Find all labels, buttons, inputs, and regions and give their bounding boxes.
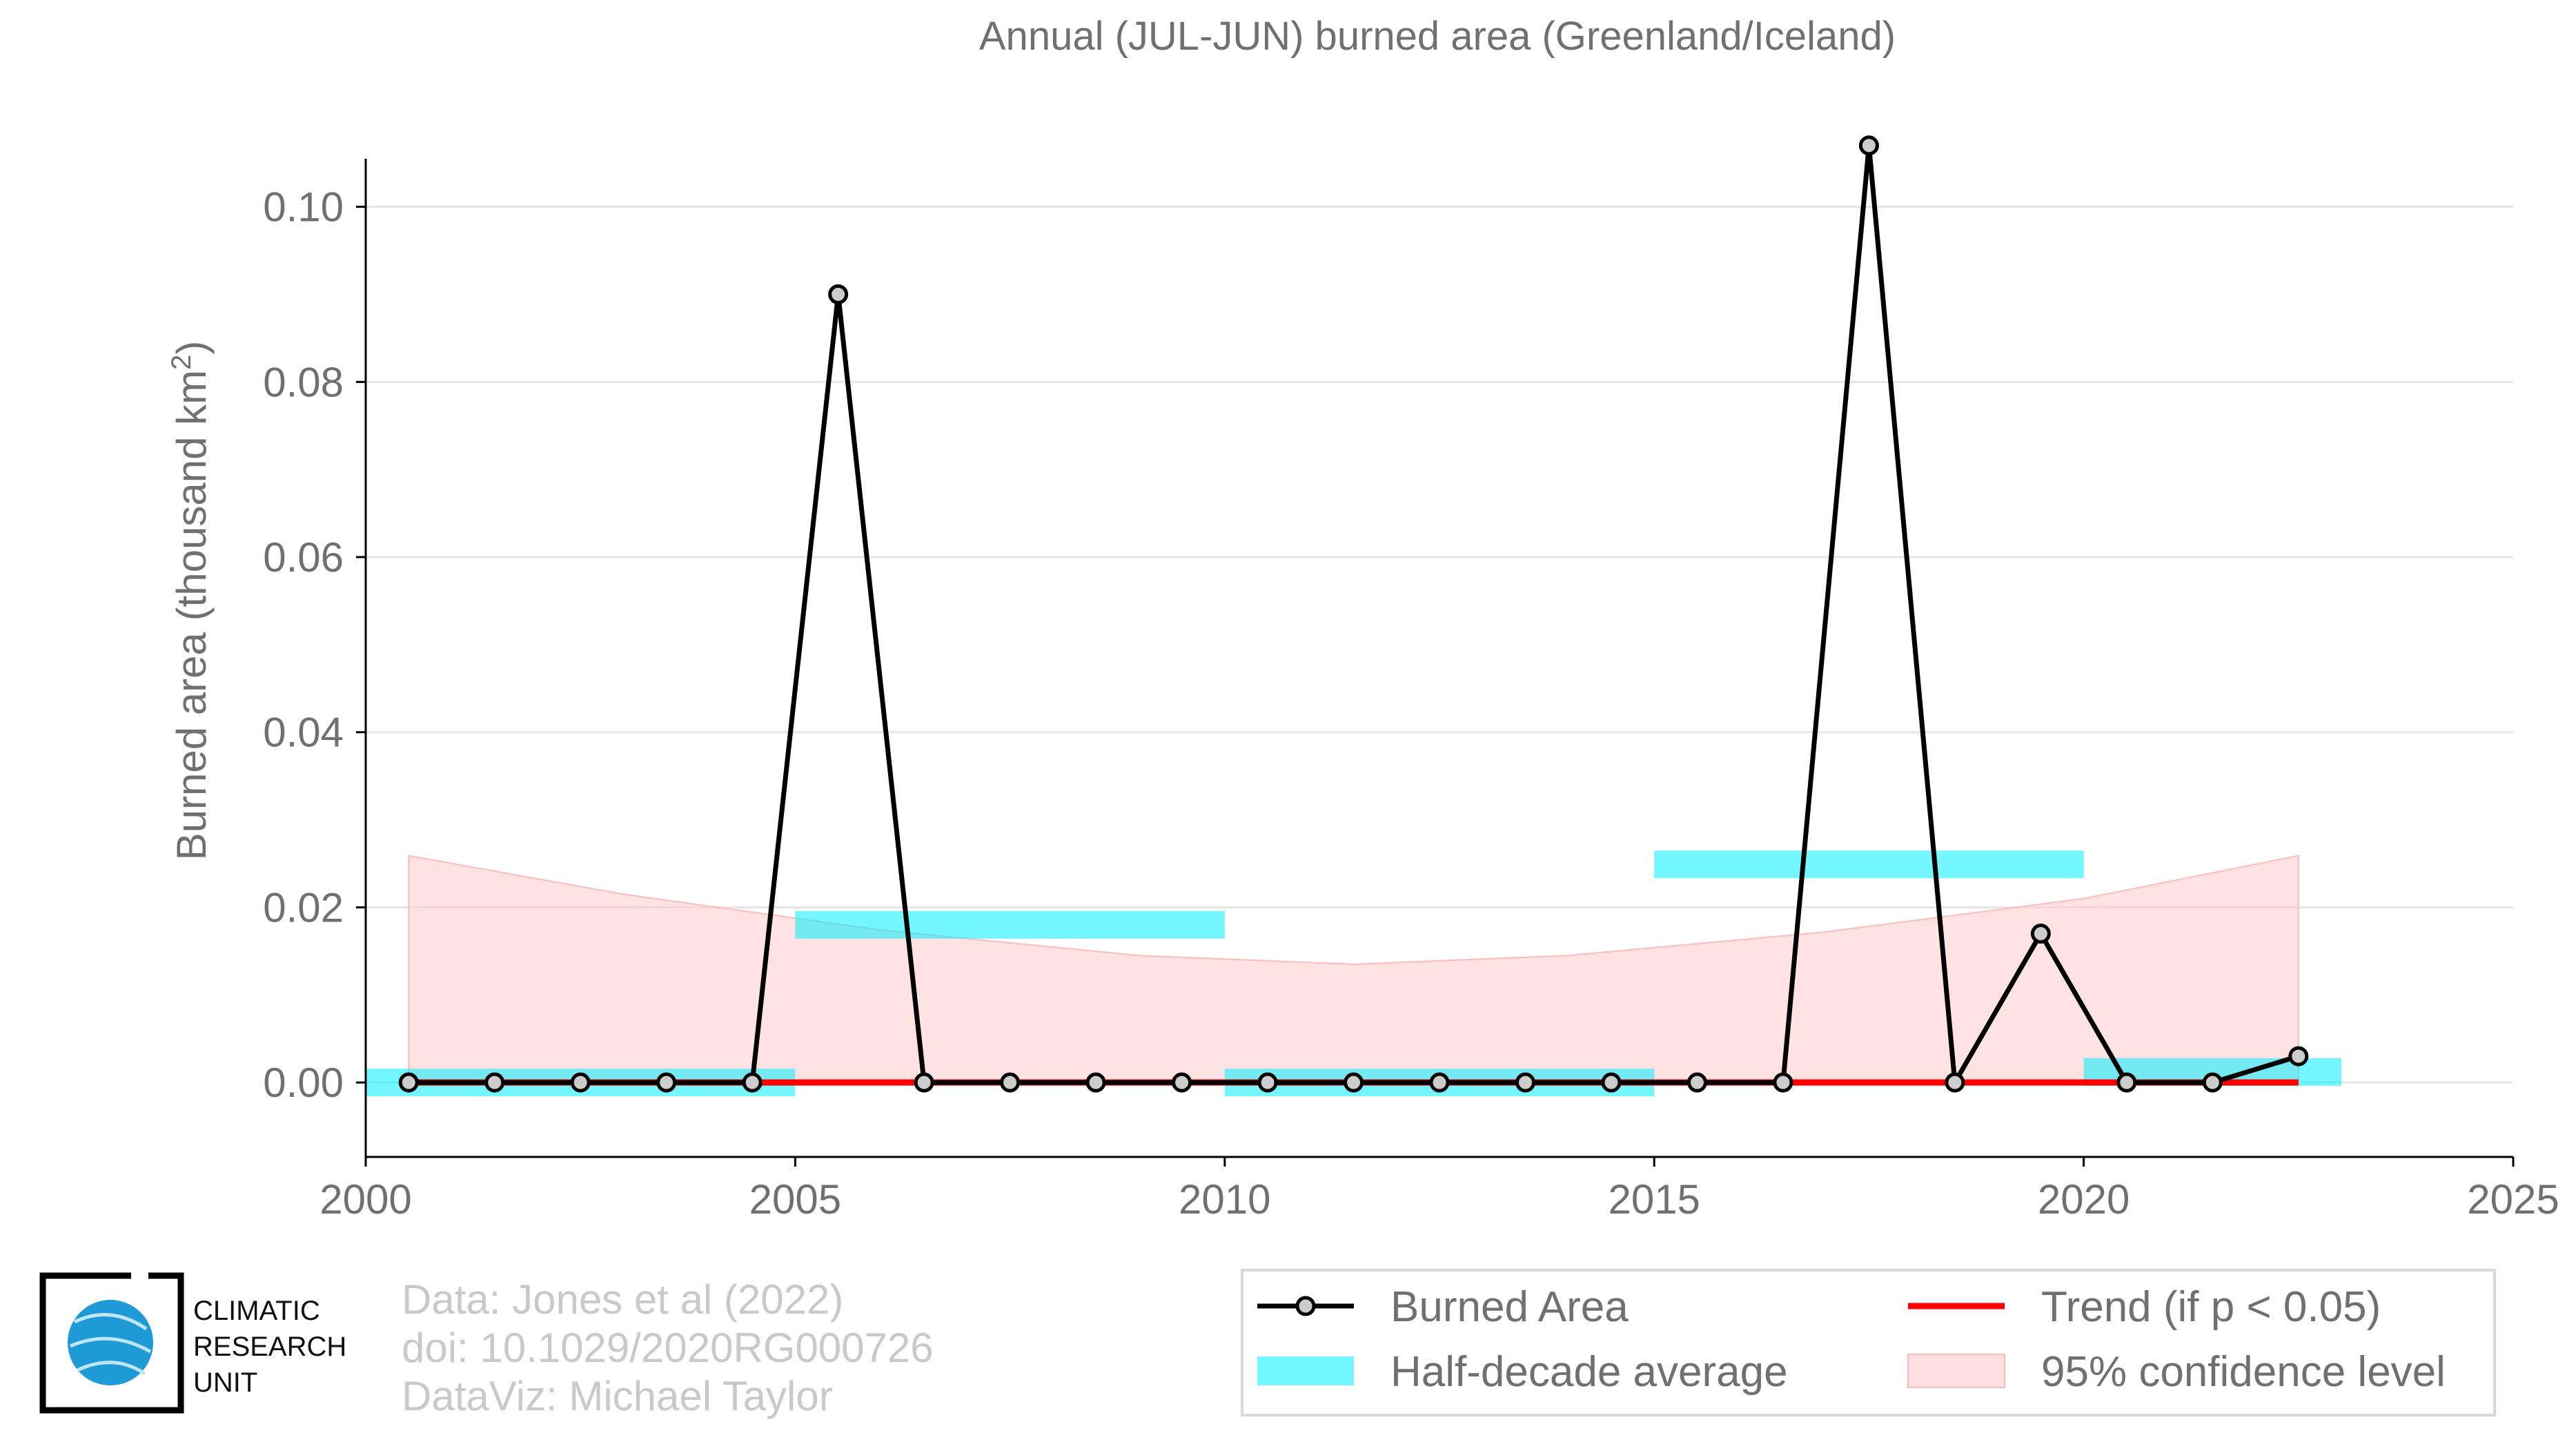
y-axis-label: Burned area (thousand km2) (166, 341, 215, 861)
x-tick-label-0: 2000 (319, 1176, 411, 1223)
burned-area-point-5 (828, 284, 849, 304)
x-tick-label-4: 2020 (2038, 1176, 2130, 1223)
burned-area-point-8 (1085, 1072, 1106, 1093)
confidence-band (408, 855, 2299, 1084)
burned-area-point-1 (484, 1072, 505, 1093)
burned-area-point-16 (1773, 1072, 1793, 1093)
burned-area-point-7 (1000, 1072, 1021, 1093)
burned-area-layer (398, 135, 2309, 1093)
x-tick-label-1: 2005 (749, 1176, 841, 1223)
y-tick-label-5: 0.10 (263, 184, 344, 231)
y-axis-label-close: ) (168, 341, 215, 355)
burned-area-point-2 (570, 1072, 591, 1093)
legend-label-burned-area: Burned Area (1390, 1283, 1629, 1331)
credits: Data: Jones et al (2022) doi: 10.1029/20… (402, 1276, 934, 1419)
y-tick-label-1: 0.02 (263, 884, 344, 931)
burned-area-point-18 (1945, 1072, 1965, 1093)
burned-area-point-0 (398, 1072, 419, 1093)
legend-box (1241, 1269, 2496, 1416)
credit-doi: doi: 10.1029/2020RG000726 (402, 1325, 934, 1371)
legend-swatch-half-decade (1257, 1356, 1354, 1385)
y-axis-label-superscript: 2 (166, 355, 197, 370)
legend-label-half-decade: Half-decade average (1390, 1348, 1788, 1396)
legend: Burned Area Trend (if p < 0.05) Half-dec… (1241, 1269, 2496, 1416)
burned-area-point-21 (2202, 1072, 2223, 1093)
burned-area-point-17 (1858, 135, 1879, 156)
burned-area-point-14 (1601, 1072, 1622, 1093)
confidence-band-layer (408, 855, 2299, 1084)
burned-area-point-11 (1344, 1072, 1364, 1093)
x-tick-label-2: 2010 (1179, 1176, 1270, 1223)
logo-frame-right (76, 1272, 184, 1414)
logo-text-unit: UNIT (193, 1367, 257, 1398)
y-tick-label-3: 0.06 (263, 534, 344, 581)
x-tick-label-3: 2015 (1608, 1176, 1700, 1223)
logo-frame (39, 1272, 131, 1414)
burned-area-point-15 (1687, 1072, 1707, 1093)
cru-logo: CLIMATIC RESEARCH UNIT (39, 1272, 346, 1414)
burned-area-point-4 (742, 1072, 763, 1093)
x-tick-label-5: 2025 (2467, 1176, 2559, 1223)
logo-text-research: RESEARCH (193, 1332, 346, 1362)
axes: 2000 2005 2010 2015 2020 2025 0.00 0.02 0.04 0.06… (263, 159, 2559, 1223)
burned-area-point-10 (1257, 1072, 1278, 1093)
burned-area-point-13 (1515, 1072, 1535, 1093)
credit-dataviz: DataViz: Michael Taylor (402, 1373, 833, 1419)
half-decade-bar-3 (1654, 850, 2084, 879)
legend-swatch-confidence (1907, 1354, 2005, 1388)
burned-area-point-12 (1429, 1072, 1450, 1093)
burned-area-point-19 (2030, 924, 2051, 944)
y-tick-label-2: 0.04 (263, 710, 344, 756)
burned-area-point-22 (2288, 1046, 2309, 1067)
logo-text-climatic: CLIMATIC (193, 1296, 320, 1326)
burned-area-point-3 (656, 1072, 677, 1093)
legend-marker-burned-area (1295, 1296, 1316, 1316)
credit-data: Data: Jones et al (2022) (402, 1276, 843, 1323)
half-decade-bar-1 (795, 910, 1225, 939)
burned-area-point-6 (914, 1072, 934, 1093)
globe-swirl (70, 1313, 152, 1376)
legend-label-confidence: 95% confidence level (2041, 1348, 2446, 1396)
y-tick-label-4: 0.08 (263, 359, 344, 405)
burned-area-point-9 (1172, 1072, 1192, 1093)
burned-area-point-20 (2116, 1072, 2137, 1093)
y-axis-label-main: Burned area (thousand km (168, 370, 215, 860)
chart-title: Annual (JUL-JUN) burned area (Greenland/… (979, 14, 1896, 59)
legend-label-trend: Trend (if p < 0.05) (2041, 1283, 2381, 1331)
y-tick-label-0: 0.00 (263, 1060, 344, 1106)
